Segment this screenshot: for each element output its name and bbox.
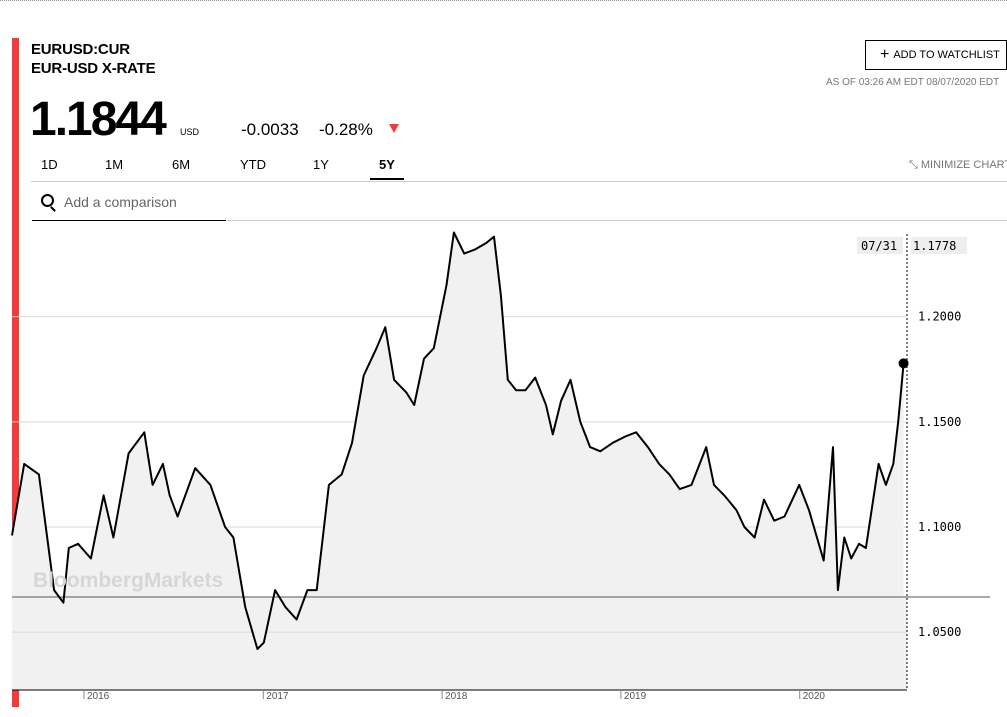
cursor-value-box <box>911 237 967 254</box>
tab-1y[interactable]: 1Y <box>313 157 329 172</box>
search-icon <box>41 194 54 207</box>
x-tick-label: 2018 <box>445 691 468 702</box>
watermark: BloombergMarkets <box>33 569 223 592</box>
quote-header: EURUSD:CUR EUR-USD X-RATE <box>31 40 156 78</box>
series-line <box>11 231 905 650</box>
y-tick-label: 1.2000 <box>918 310 961 324</box>
x-tick-label: 2020 <box>803 691 826 702</box>
x-tick-label: 2017 <box>266 691 289 702</box>
x-tick-label: 2016 <box>87 691 110 702</box>
tab-1d[interactable]: 1D <box>41 157 58 172</box>
top-divider <box>0 0 1007 1</box>
cursor-point <box>898 358 909 369</box>
price-change: -0.0033 <box>241 120 299 139</box>
plus-icon: + <box>880 46 890 63</box>
accent-bar <box>12 38 19 707</box>
cursor-date-label: 07/31 <box>861 239 897 253</box>
cursor-value-label: 1.1778 <box>913 239 956 253</box>
add-to-watchlist-button[interactable]: + ADD TO WATCHLIST <box>865 40 1007 70</box>
y-tick-label: 1.0500 <box>918 625 961 639</box>
currency-label: USD <box>180 127 200 137</box>
chart-lower-panel <box>12 597 907 690</box>
cursor-date-box <box>857 237 903 254</box>
ticker-symbol: EURUSD:CUR <box>31 41 130 58</box>
series-area <box>12 232 904 649</box>
range-tabs: 1D 1M 6M YTD 1Y 5Y <box>0 157 1007 183</box>
x-tick-label: 2019 <box>624 691 647 702</box>
as-of-timestamp: AS OF 03:26 AM EDT 08/07/2020 EDT <box>826 77 1000 88</box>
price-change-percent: -0.28% <box>319 120 373 139</box>
tab-6m[interactable]: 6M <box>171 157 191 172</box>
tabs-divider <box>31 181 1007 182</box>
chart-top-divider <box>227 220 1007 221</box>
tab-5y[interactable]: 5Y <box>370 157 404 180</box>
minimize-chart-button[interactable]: ⤡ MINIMIZE CHART <box>909 159 1007 172</box>
minimize-icon: ⤡ <box>909 159 918 171</box>
last-price: 1.1844 <box>30 93 167 146</box>
tab-1m[interactable]: 1M <box>104 157 124 172</box>
y-tick-label: 1.1500 <box>918 415 961 429</box>
search-placeholder: Add a comparison <box>64 194 177 210</box>
watchlist-label: ADD TO WATCHLIST <box>893 49 1000 61</box>
tab-ytd[interactable]: YTD <box>240 157 266 172</box>
comparison-search[interactable]: Add a comparison <box>32 190 226 221</box>
down-arrow-icon <box>389 124 399 133</box>
instrument-name: EUR-USD X-RATE <box>31 60 156 77</box>
minimize-label: MINIMIZE CHART <box>920 159 1007 171</box>
y-tick-label: 1.1000 <box>918 520 961 534</box>
